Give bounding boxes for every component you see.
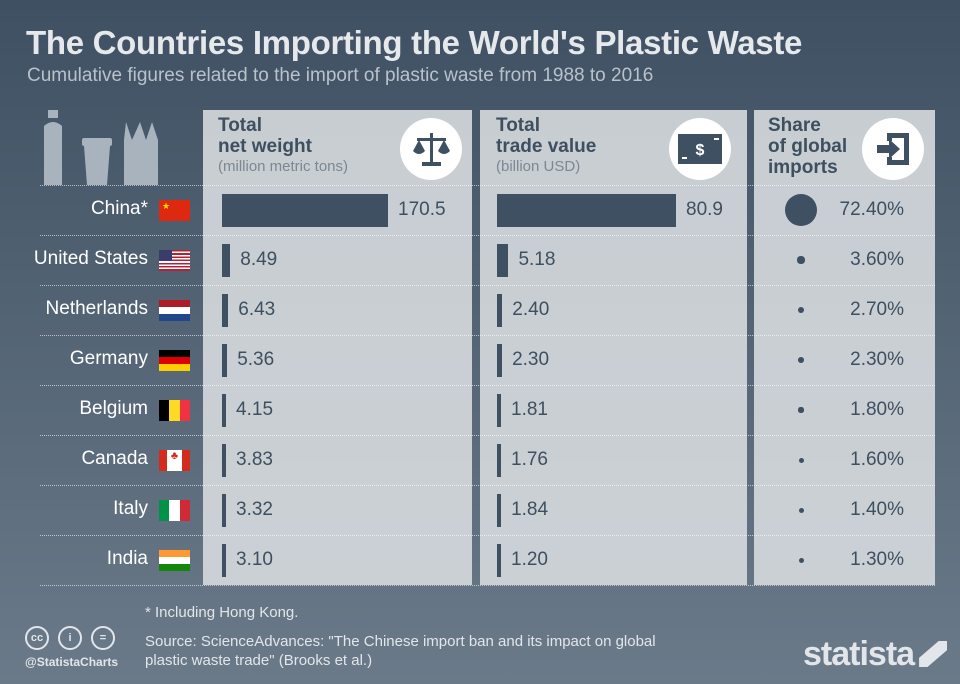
- share-value: 1.40%: [850, 499, 904, 520]
- row-divider: [40, 385, 935, 386]
- flag-italy-icon: [159, 500, 190, 521]
- twitter-handle: @StatistaCharts: [25, 655, 119, 669]
- value-unit: (billion USD): [496, 158, 581, 175]
- value-bar: [497, 494, 502, 527]
- value-bar: [497, 194, 676, 227]
- source-text: Source: ScienceAdvances: "The Chinese im…: [145, 633, 656, 669]
- flag-germany-icon: [159, 350, 190, 371]
- trade-value: 1.81: [511, 399, 548, 420]
- value-bar: [497, 294, 503, 327]
- share-circle: [798, 507, 804, 513]
- weight-value: 170.5: [398, 199, 446, 220]
- value-panel: [480, 110, 747, 585]
- weight-value: 4.15: [236, 399, 274, 420]
- weight-panel: [203, 110, 472, 585]
- weight-bar: [222, 244, 231, 277]
- flag-canada-icon: ♣: [159, 450, 190, 471]
- plastic-items-icon: [44, 110, 158, 185]
- weight-header: Total net weight: [218, 115, 312, 157]
- trade-value: 5.18: [518, 249, 556, 270]
- flag-belgium-icon: [159, 400, 190, 421]
- country-label: India: [106, 548, 148, 569]
- row-divider: [40, 435, 935, 436]
- value-header: Total trade value: [496, 115, 597, 157]
- country-label: Canada: [81, 448, 148, 469]
- flag-india-icon: [159, 550, 190, 571]
- weight-value: 6.43: [238, 299, 276, 320]
- attribution-icon: i: [58, 626, 82, 650]
- share-value: 2.30%: [850, 349, 904, 370]
- dollar-bill-icon: $: [669, 118, 731, 180]
- share-circle: [798, 557, 804, 563]
- value-bar: [497, 544, 501, 577]
- share-value: 1.60%: [850, 449, 904, 470]
- statista-logo-icon: [919, 641, 948, 667]
- trade-value: 1.20: [511, 549, 548, 570]
- trade-value: 1.76: [511, 449, 548, 470]
- share-value: 72.40%: [839, 199, 904, 220]
- share-circle: [798, 357, 804, 363]
- country-label: Germany: [69, 348, 148, 369]
- value-bar: [497, 394, 501, 427]
- weight-unit: (million metric tons): [218, 158, 349, 175]
- country-label: Belgium: [79, 398, 148, 419]
- flag-china-icon: ★: [159, 200, 190, 221]
- noderivs-icon: =: [91, 626, 115, 650]
- cc-icon: cc: [25, 626, 49, 650]
- row-divider: [40, 335, 935, 336]
- weight-value: 8.49: [240, 249, 278, 270]
- share-panel: [754, 110, 935, 585]
- weight-value: 3.83: [236, 449, 273, 470]
- weight-bar: [222, 194, 388, 227]
- scale-icon: [400, 118, 462, 180]
- country-label: Italy: [113, 498, 148, 519]
- share-value: 2.70%: [850, 299, 904, 320]
- row-divider: [40, 285, 935, 286]
- statista-logo[interactable]: statista: [803, 635, 948, 674]
- footnote: * Including Hong Kong.: [145, 604, 299, 621]
- share-circle: [785, 194, 817, 226]
- value-bar: [497, 444, 501, 477]
- value-bar: [497, 344, 503, 377]
- country-label: Netherlands: [45, 298, 148, 319]
- weight-bar: [222, 544, 226, 577]
- share-value: 1.80%: [850, 399, 904, 420]
- weight-value: 5.36: [237, 349, 275, 370]
- trade-value: 2.30: [512, 349, 550, 370]
- row-divider: [40, 485, 935, 486]
- flag-usa-icon: [159, 250, 190, 271]
- weight-bar: [222, 494, 226, 527]
- value-bar: [497, 244, 509, 277]
- chart-title: The Countries Importing the World's Plas…: [26, 24, 803, 61]
- share-circle: [798, 457, 804, 463]
- weight-bar: [222, 444, 226, 477]
- svg-text:$: $: [696, 142, 705, 159]
- share-circle: [798, 407, 804, 413]
- share-value: 1.30%: [850, 549, 904, 570]
- trade-value: 2.40: [512, 299, 550, 320]
- trade-value: 80.9: [686, 199, 723, 220]
- import-icon: [862, 118, 924, 180]
- weight-bar: [222, 294, 229, 327]
- share-header: Share of global imports: [768, 115, 848, 178]
- trade-value: 1.84: [511, 499, 549, 520]
- weight-value: 3.10: [236, 549, 273, 570]
- weight-bar: [222, 394, 227, 427]
- row-divider: [40, 235, 935, 236]
- row-divider: [40, 585, 935, 586]
- share-value: 3.60%: [850, 249, 904, 270]
- flag-netherlands-icon: [159, 300, 190, 321]
- share-circle: [797, 256, 805, 264]
- weight-bar: [222, 344, 228, 377]
- share-circle: [797, 306, 805, 314]
- row-divider: [40, 535, 935, 536]
- country-label: China*: [90, 198, 148, 219]
- row-divider: [40, 185, 935, 186]
- country-label: United States: [33, 248, 148, 269]
- chart-subtitle: Cumulative figures related to the import…: [27, 65, 654, 86]
- weight-value: 3.32: [236, 499, 273, 520]
